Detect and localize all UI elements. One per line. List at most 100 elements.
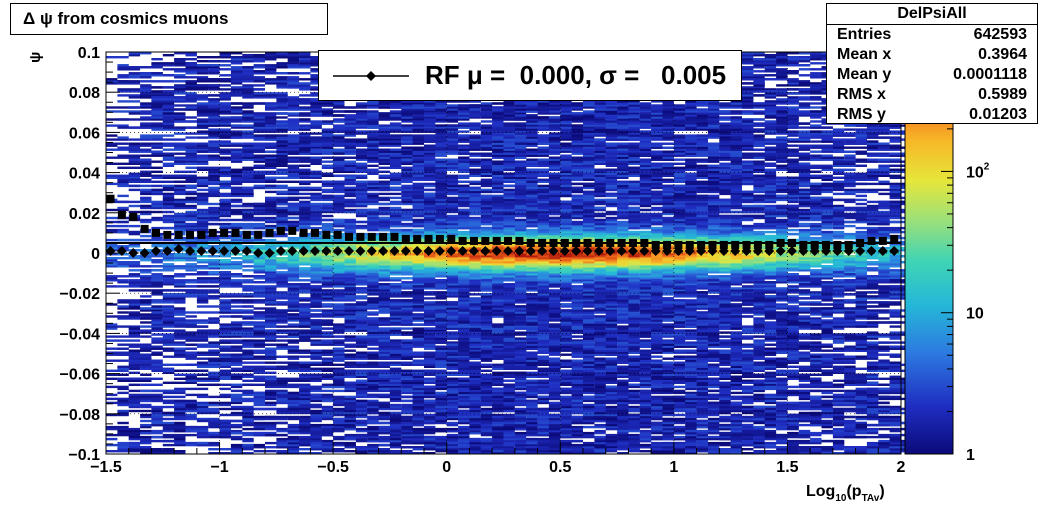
- y-axis-label: ψ: [27, 52, 44, 63]
- y-tick-label: 0.08: [69, 85, 100, 102]
- x-tick-label: 1: [669, 459, 678, 476]
- profile-point-square: [163, 231, 171, 239]
- profile-point-square: [231, 229, 239, 237]
- profile-point-square: [890, 235, 898, 243]
- profile-point-square: [402, 235, 410, 243]
- profile-point-square: [867, 237, 875, 245]
- profile-point-square: [277, 227, 285, 235]
- profile-point-square: [584, 239, 592, 247]
- x-tick-label: 1.5: [776, 459, 798, 476]
- stats-label: RMS x: [837, 85, 886, 105]
- profile-point-square: [118, 211, 126, 219]
- profile-point-square: [300, 229, 308, 237]
- profile-point-square: [368, 233, 376, 241]
- profile-point-square: [640, 239, 648, 247]
- y-tick-label: −0.08: [60, 407, 101, 424]
- profile-point-square: [254, 231, 262, 239]
- profile-point-square: [129, 213, 137, 221]
- profile-point-square: [152, 229, 160, 237]
- y-tick-label: 0.04: [69, 166, 100, 183]
- profile-point-square: [572, 239, 580, 247]
- y-tick-label: −0.04: [60, 326, 101, 343]
- profile-point-square: [220, 229, 228, 237]
- stats-label: Entries: [837, 25, 891, 45]
- profile-point-square: [606, 239, 614, 247]
- profile-point-square: [595, 239, 603, 247]
- x-tick-label: 0: [442, 459, 451, 476]
- profile-point-square: [447, 235, 455, 243]
- profile-point-square: [186, 231, 194, 239]
- x-tick-label: −1: [210, 459, 228, 476]
- profile-point-square: [175, 231, 183, 239]
- y-tick-label: −0.02: [60, 286, 101, 303]
- profile-point-square: [266, 229, 274, 237]
- x-axis-label: Log10(pTAv): [806, 483, 885, 504]
- profile-point-square: [413, 235, 421, 243]
- stats-row: RMS x 0.5989: [827, 85, 1037, 105]
- legend: RF μ = 0.000, σ = 0.005: [318, 50, 742, 101]
- stats-row: Mean y 0.0001118: [827, 65, 1037, 85]
- y-tick-label: 0: [91, 246, 100, 263]
- profile-point-square: [515, 237, 523, 245]
- stats-value: 0.5989: [978, 85, 1027, 105]
- profile-point-square: [470, 237, 478, 245]
- z-tick-label: 1: [966, 447, 975, 464]
- profile-point-square: [538, 239, 546, 247]
- profile-point-square: [311, 229, 319, 237]
- z-tick-label: 102: [966, 161, 990, 181]
- profile-point-square: [334, 231, 342, 239]
- stats-row: Mean x 0.3964: [827, 45, 1037, 65]
- profile-point-square: [527, 239, 535, 247]
- profile-point-square: [141, 225, 149, 233]
- profile-point-square: [481, 237, 489, 245]
- profile-point-square: [345, 233, 353, 241]
- profile-point-square: [788, 239, 796, 247]
- y-tick-label: 0.02: [69, 206, 100, 223]
- y-tick-label: 0.1: [78, 45, 100, 62]
- stats-label: Mean x: [837, 45, 891, 65]
- stats-value: 0.01203: [969, 105, 1027, 125]
- profile-point-square: [561, 239, 569, 247]
- profile-point-square: [856, 239, 864, 247]
- stats-label: Mean y: [837, 65, 891, 85]
- stats-row: Entries 642593: [827, 25, 1037, 45]
- x-tick-labels: −1.5 −1 −0.5 0 0.5 1 1.5 2: [90, 459, 905, 476]
- y-tick-label: 0.06: [69, 125, 100, 142]
- z-tick-label: 10: [966, 306, 984, 323]
- y-tick-label: −0.06: [60, 367, 101, 384]
- profile-point-square: [197, 231, 205, 239]
- stats-row: RMS y 0.01203: [827, 105, 1037, 125]
- profile-point-square: [425, 235, 433, 243]
- profile-point-square: [379, 233, 387, 241]
- profile-point-square: [436, 235, 444, 243]
- x-tick-label: 2: [897, 459, 906, 476]
- x-tick-label: 0.5: [549, 459, 571, 476]
- x-tick-label: −1.5: [90, 459, 122, 476]
- profile-point-square: [243, 231, 251, 239]
- x-tick-label: −0.5: [317, 459, 349, 476]
- stats-label: RMS y: [837, 105, 886, 125]
- chart-title: Δ ψ from cosmics muons: [10, 3, 328, 35]
- stats-value: 642593: [974, 25, 1027, 45]
- stats-value: 0.0001118: [953, 65, 1027, 85]
- profile-point-square: [209, 229, 217, 237]
- profile-point-square: [356, 233, 364, 241]
- profile-point-square: [618, 239, 626, 247]
- profile-point-square: [493, 237, 501, 245]
- legend-entry: RF μ = 0.000, σ = 0.005: [425, 51, 726, 100]
- profile-point-square: [879, 237, 887, 245]
- stats-title: DelPsiAll: [827, 4, 1037, 25]
- stats-rows: Entries 642593 Mean x 0.3964 Mean y 0.0001118…: [827, 25, 1037, 125]
- stats-value: 0.3964: [978, 45, 1027, 65]
- profile-point-square: [107, 195, 115, 203]
- profile-point-square: [390, 233, 398, 241]
- profile-point-square: [629, 239, 637, 247]
- profile-point-square: [549, 239, 557, 247]
- profile-point-square: [322, 231, 330, 239]
- profile-point-square: [777, 239, 785, 247]
- y-tick-labels: −0.1−0.08−0.06−0.04−0.0200.020.040.060.0…: [60, 45, 101, 464]
- legend-marker-icon: [319, 51, 429, 100]
- profile-point-square: [459, 237, 467, 245]
